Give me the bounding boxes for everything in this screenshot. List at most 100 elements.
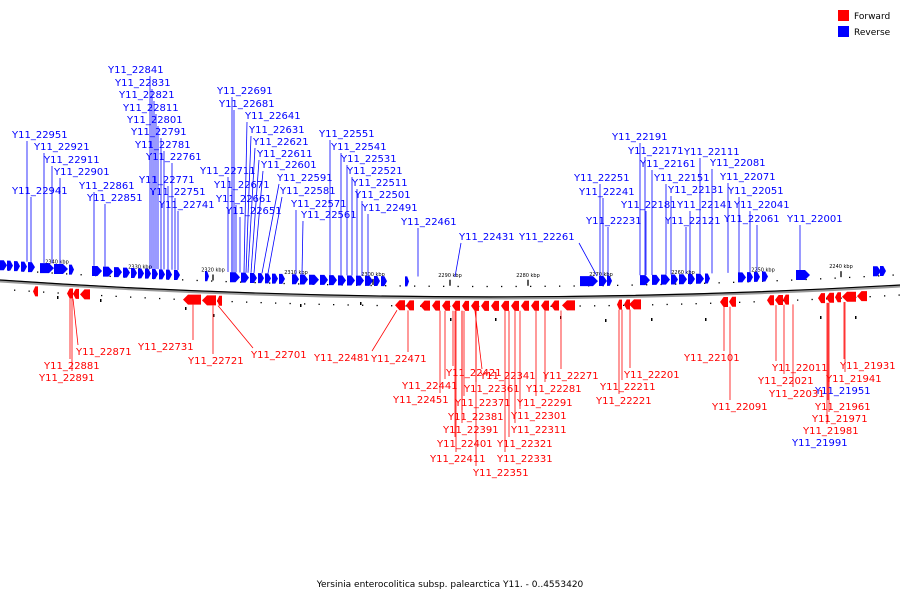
gene-arrow <box>54 263 68 274</box>
tick-dot <box>385 285 387 287</box>
tick-dot <box>391 305 393 307</box>
scale-label: 2280 kbp <box>516 273 540 279</box>
tick-dot <box>43 291 45 293</box>
tick-mark <box>705 318 707 321</box>
scale-label: 2340 kbp <box>45 260 69 266</box>
reverse-gene-label: Y11_22821 <box>118 90 175 101</box>
tick-mark <box>651 318 653 321</box>
gene-arrow <box>783 294 789 305</box>
forward-gene-label: Y11_21971 <box>811 414 868 425</box>
reverse-gene-label: Y11_22261 <box>518 232 575 243</box>
reverse-gene-label: Y11_22651 <box>225 206 282 217</box>
reverse-gene-label: Y11_22671 <box>213 180 270 191</box>
scale-label: 2320 kbp <box>201 267 225 273</box>
tick-dot <box>710 302 712 304</box>
forward-gene-label: Y11_22311 <box>510 425 567 436</box>
gene-arrow <box>347 275 355 286</box>
tick-dot <box>681 303 683 305</box>
forward-gene-label: Y11_22321 <box>496 439 553 450</box>
reverse-gene-label: Y11_22541 <box>330 142 387 153</box>
gene-arrow <box>599 275 607 286</box>
tick-dot <box>782 300 784 302</box>
tick-mark <box>213 314 215 317</box>
reverse-gene-label: Y11_22831 <box>114 78 171 89</box>
leader-line <box>247 147 256 273</box>
gene-arrow <box>835 292 841 303</box>
forward-gene-label: Y11_22391 <box>442 425 499 436</box>
tick-dot <box>211 280 213 282</box>
gene-arrow <box>103 266 113 277</box>
reverse-gene-label: Y11_22141 <box>676 200 733 211</box>
gene-arrow <box>580 276 598 287</box>
gene-arrow <box>183 294 201 305</box>
tick-dot <box>370 284 372 287</box>
forward-gene-label: Y11_22211 <box>599 382 656 393</box>
gene-arrow <box>145 268 151 279</box>
reverse-gene-label: Y11_22901 <box>53 167 110 178</box>
reverse-gene-label: Y11_22951 <box>11 130 68 141</box>
tick-dot <box>101 294 103 297</box>
forward-gene-label: Y11_22201 <box>623 370 680 381</box>
gene-arrow <box>562 300 575 311</box>
reverse-gene-label: Y11_22151 <box>653 173 710 184</box>
tick-dot <box>182 279 184 281</box>
tick-dot <box>733 281 735 283</box>
tick-dot <box>231 300 233 303</box>
forward-gene-label: Y11_22701 <box>250 350 307 361</box>
gene-arrow <box>767 295 774 306</box>
gene-arrow <box>166 269 172 280</box>
forward-gene-label: Y11_22091 <box>711 402 768 413</box>
tick-dot <box>115 295 117 297</box>
legend-reverse-swatch <box>838 26 849 37</box>
tick-dot <box>472 285 474 288</box>
gene-arrow <box>258 273 264 284</box>
forward-gene-label: Y11_22721 <box>187 356 244 367</box>
forward-gene-label: Y11_22891 <box>38 373 95 384</box>
tick-dot <box>283 282 285 285</box>
tick-dot <box>333 304 335 306</box>
tick-dot <box>834 277 836 279</box>
gene-arrow <box>617 299 622 310</box>
gene-arrow <box>491 300 499 311</box>
gene-arrow <box>762 271 768 282</box>
gene-arrow <box>205 271 209 282</box>
tick-dot <box>646 284 648 286</box>
gene-arrow <box>7 260 13 271</box>
gene-arrow <box>880 265 886 276</box>
reverse-gene-label: Y11_22461 <box>400 217 457 228</box>
tick-dot <box>530 285 532 288</box>
tick-dot <box>869 296 871 298</box>
reverse-gene-label: Y11_22911 <box>43 155 100 166</box>
tick-dot <box>776 280 778 282</box>
forward-gene-label: Y11_22481 <box>313 353 370 364</box>
reverse-gene-label: Y11_22691 <box>216 86 273 97</box>
leader-line <box>245 135 252 273</box>
gene-arrow <box>174 269 180 280</box>
scale-label: 2240 kbp <box>829 264 853 270</box>
gene-arrow <box>501 300 509 311</box>
tick-dot <box>840 297 842 299</box>
tick-dot <box>579 305 581 307</box>
gene-arrow <box>826 292 834 303</box>
tick-dot <box>37 271 39 273</box>
reverse-gene-label: Y11_22601 <box>260 160 317 171</box>
tick-dot <box>515 285 517 288</box>
tick-dot <box>849 276 851 279</box>
tick-dot <box>318 303 320 305</box>
reverse-gene-label: Y11_22661 <box>215 194 272 205</box>
tick-dot <box>753 301 755 303</box>
reverse-gene-label: Y11_22801 <box>126 115 183 126</box>
tick-dot <box>304 303 306 305</box>
reverse-gene-label: Y11_22081 <box>709 158 766 169</box>
leader-line <box>250 159 260 273</box>
tick-dot <box>791 279 793 281</box>
forward-gene-label: Y11_22881 <box>43 361 100 372</box>
gene-arrow <box>365 275 373 286</box>
tick-dot <box>66 273 68 275</box>
gene-arrow <box>69 264 74 275</box>
gene-arrow <box>131 267 137 278</box>
gene-arrow <box>159 269 165 280</box>
reverse-gene-label: Y11_21991 <box>791 438 848 449</box>
gene-arrow <box>696 273 704 284</box>
